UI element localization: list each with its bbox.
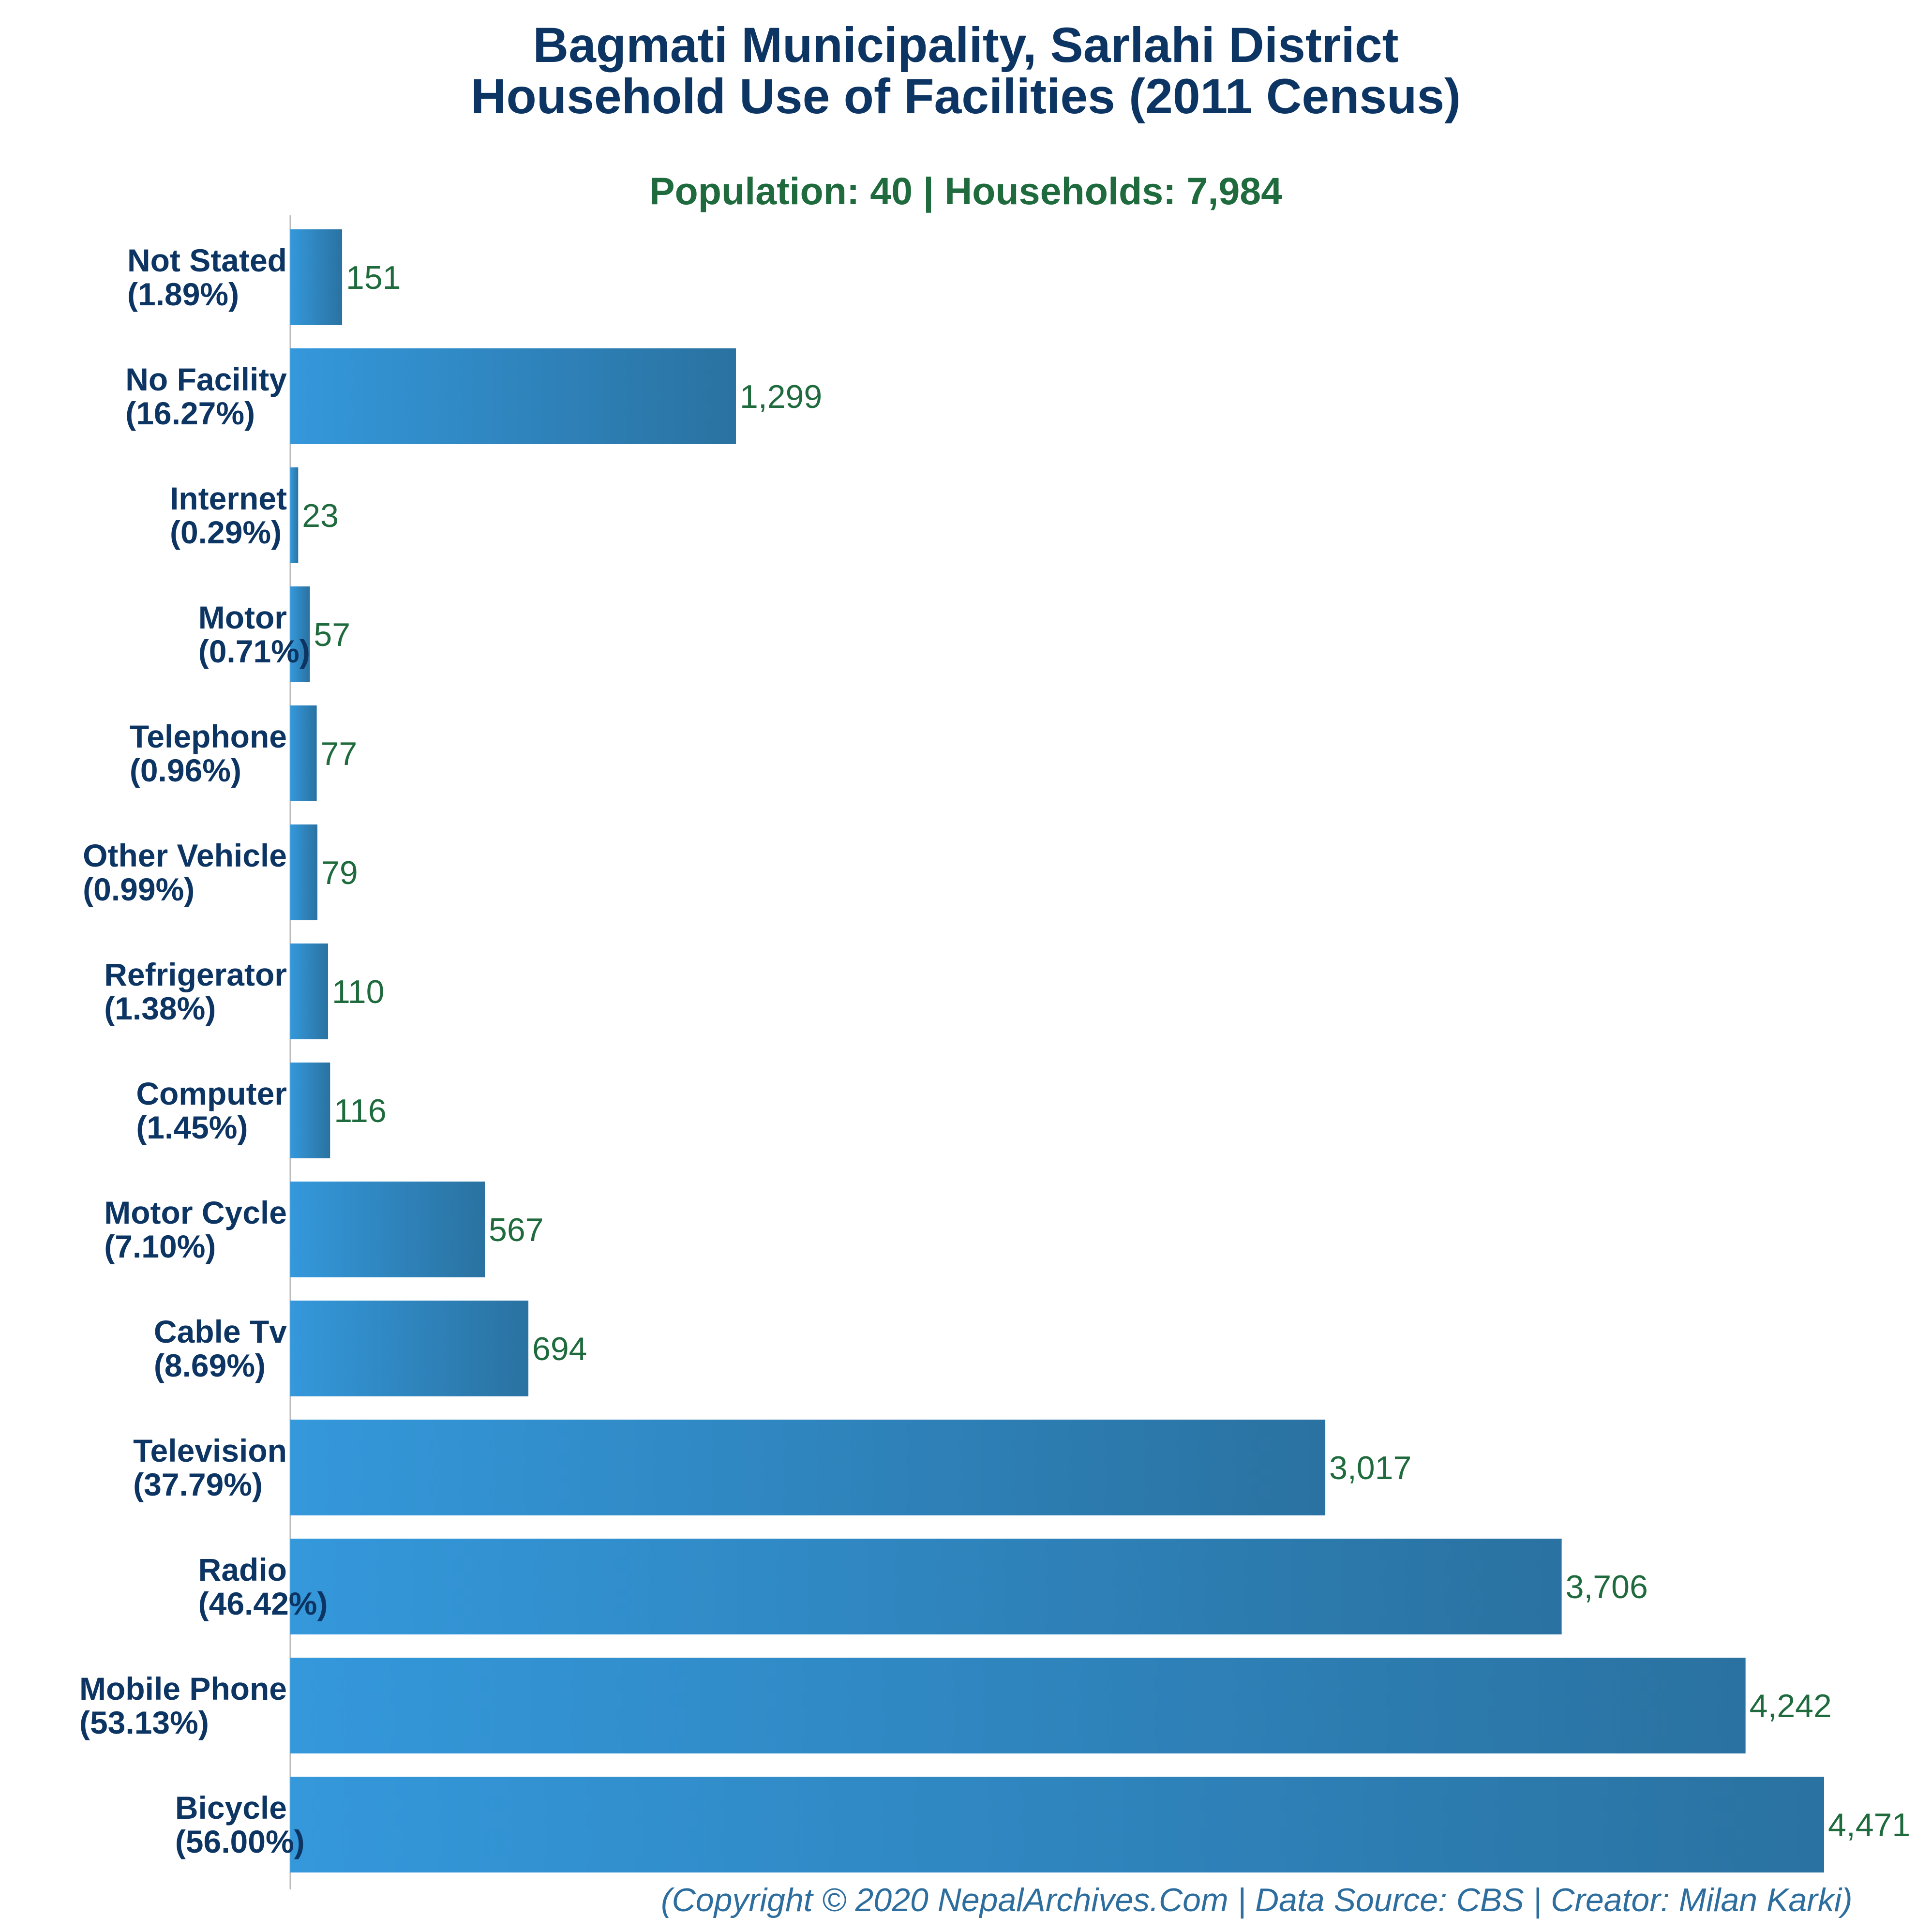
category-label-5: Other Vehicle	[83, 838, 287, 873]
category-label-7: Computer	[136, 1076, 287, 1111]
bar-2	[290, 467, 299, 563]
category-label-6: Refrigerator	[104, 957, 287, 992]
category-label-4: Telephone	[130, 719, 287, 754]
category-label-2: Internet	[170, 480, 287, 516]
category-pct-label-5: (0.99%)	[83, 871, 195, 907]
bar-5	[290, 824, 318, 920]
category-labels-layer: Not Stated(1.89%) No Facility(16.27%) Inte…	[79, 242, 328, 1859]
bar-10	[290, 1420, 1326, 1515]
bars-layer	[290, 229, 1824, 1872]
bar-3	[290, 586, 310, 682]
category-label-0: Not Stated	[127, 242, 287, 278]
value-label-4: 77	[321, 735, 358, 772]
value-label-5: 79	[321, 854, 358, 891]
value-label-6: 110	[332, 973, 384, 1010]
category-pct-label-6: (1.38%)	[104, 990, 216, 1026]
chart-subtitle: Population: 40 | Households: 7,984	[649, 169, 1282, 213]
category-pct-label-7: (1.45%)	[136, 1109, 248, 1145]
chart-title-line-2: Household Use of Facilities (2011 Census…	[471, 69, 1461, 124]
bar-12	[290, 1658, 1746, 1753]
bar-4	[290, 705, 317, 801]
bar-9	[290, 1301, 529, 1396]
bar-1	[290, 348, 736, 444]
category-label-9: Cable Tv	[154, 1314, 287, 1349]
value-label-12: 4,242	[1750, 1688, 1832, 1724]
category-pct-label-1: (16.27%)	[125, 395, 255, 431]
category-label-3: Motor	[198, 599, 287, 635]
category-pct-label-12: (53.13%)	[79, 1705, 209, 1740]
chart-title-line-1: Bagmati Municipality, Sarlahi District	[533, 17, 1398, 73]
category-label-12: Mobile Phone	[79, 1671, 287, 1707]
category-label-13: Bicycle	[175, 1790, 287, 1826]
value-label-2: 23	[302, 497, 339, 534]
bar-6	[290, 944, 328, 1039]
value-label-9: 694	[532, 1331, 587, 1367]
value-label-8: 567	[489, 1212, 543, 1248]
category-label-11: Radio	[198, 1552, 287, 1588]
category-label-8: Motor Cycle	[104, 1195, 287, 1230]
bar-7	[290, 1063, 330, 1158]
category-pct-label-11: (46.42%)	[198, 1586, 328, 1621]
value-label-1: 1,299	[740, 378, 822, 415]
category-pct-label-8: (7.10%)	[104, 1228, 216, 1264]
category-label-10: Television	[133, 1433, 287, 1468]
chart-footer-credit: (Copyright © 2020 NepalArchives.Com | Da…	[661, 1882, 1853, 1918]
bar-11	[290, 1539, 1562, 1634]
category-pct-label-13: (56.00%)	[175, 1824, 305, 1859]
value-label-11: 3,706	[1566, 1569, 1648, 1605]
value-label-3: 57	[314, 616, 350, 653]
bar-8	[290, 1182, 485, 1277]
category-pct-label-3: (0.71%)	[198, 633, 310, 669]
value-label-0: 151	[346, 259, 401, 296]
category-pct-label-2: (0.29%)	[170, 514, 282, 550]
category-pct-label-0: (1.89%)	[127, 276, 239, 312]
value-label-7: 116	[334, 1093, 386, 1129]
value-label-13: 4,471	[1828, 1807, 1910, 1843]
bar-13	[290, 1777, 1824, 1872]
category-label-1: No Facility	[125, 361, 287, 397]
category-pct-label-4: (0.96%)	[130, 752, 241, 788]
value-labels-layer: 151 1,299 23 57 77 79 110 116 567 694 3,017 3,706 4,…	[302, 259, 1910, 1843]
bar-0	[290, 229, 343, 325]
value-label-10: 3,017	[1329, 1450, 1411, 1486]
category-pct-label-9: (8.69%)	[154, 1348, 266, 1383]
category-pct-label-10: (37.79%)	[133, 1467, 263, 1502]
